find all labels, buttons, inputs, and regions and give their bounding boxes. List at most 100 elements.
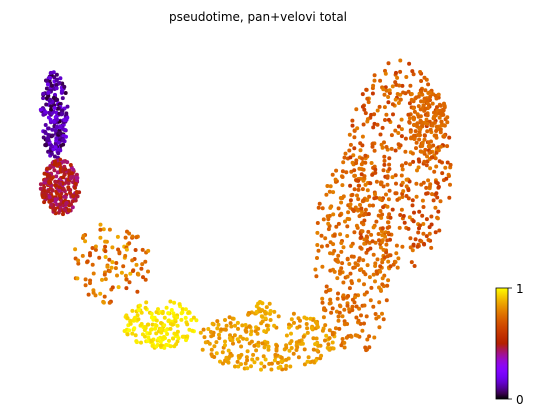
data-point [376, 232, 381, 236]
data-point [83, 277, 88, 282]
data-point [362, 282, 366, 287]
data-point [66, 185, 71, 190]
data-point [350, 297, 355, 302]
data-point [230, 316, 235, 321]
data-point [444, 176, 449, 181]
data-point [67, 168, 72, 173]
data-point [409, 260, 414, 265]
data-point [428, 94, 433, 99]
data-point [354, 223, 359, 228]
data-point [319, 233, 324, 238]
data-point [98, 235, 103, 240]
data-point [54, 86, 59, 91]
data-point [447, 135, 452, 140]
data-point [406, 226, 411, 231]
data-point [140, 332, 145, 337]
data-point [386, 278, 391, 283]
data-point [311, 336, 316, 341]
data-point [313, 342, 318, 347]
data-point [419, 79, 424, 83]
data-point [134, 235, 139, 240]
data-point [233, 323, 237, 328]
data-point [58, 131, 63, 136]
data-point [260, 301, 265, 306]
data-point [262, 364, 267, 369]
data-point [306, 355, 311, 360]
data-point [346, 210, 351, 215]
data-point [416, 104, 421, 109]
data-point [308, 316, 313, 321]
data-point [284, 357, 289, 362]
data-point [411, 72, 416, 77]
data-point [342, 155, 347, 160]
data-point [88, 251, 92, 256]
data-point [107, 257, 112, 262]
data-point [302, 315, 307, 320]
data-point [149, 315, 154, 320]
data-point [336, 259, 341, 264]
data-point [55, 117, 60, 122]
data-point [177, 302, 182, 307]
data-point [428, 150, 433, 155]
data-point [372, 121, 377, 126]
data-point [227, 336, 232, 341]
data-point [272, 358, 277, 363]
data-point [362, 321, 366, 326]
data-point [252, 360, 257, 365]
data-point [441, 123, 446, 128]
data-point [209, 347, 214, 352]
data-point [360, 134, 365, 139]
data-point [420, 198, 425, 203]
data-point [228, 321, 233, 326]
data-point [268, 309, 273, 313]
data-point [374, 269, 379, 274]
data-point [333, 326, 338, 331]
data-point [220, 350, 225, 355]
data-point [83, 239, 88, 244]
data-point [132, 326, 137, 331]
data-point [211, 333, 216, 338]
data-point [350, 192, 355, 197]
data-point [411, 242, 416, 247]
data-point [109, 265, 114, 270]
data-point [183, 315, 188, 320]
data-point [429, 139, 433, 144]
data-point [350, 308, 355, 313]
data-point [348, 202, 353, 207]
data-point [412, 264, 417, 268]
data-point [90, 262, 95, 267]
data-point [291, 351, 296, 356]
data-point [340, 314, 345, 319]
data-point [379, 142, 384, 147]
data-point [123, 253, 128, 258]
data-point [329, 310, 334, 315]
data-point [435, 195, 440, 200]
data-point [421, 222, 426, 226]
data-point [376, 213, 381, 218]
data-point [244, 329, 249, 334]
data-point [437, 111, 442, 116]
data-point [364, 314, 369, 319]
data-point [400, 244, 405, 249]
data-point [357, 256, 362, 261]
data-point [438, 199, 443, 204]
data-point [378, 264, 383, 269]
data-point [358, 202, 362, 207]
data-point [154, 344, 159, 349]
data-point [363, 211, 368, 216]
data-point [373, 240, 378, 245]
data-point [416, 157, 421, 162]
data-point [430, 192, 434, 197]
data-point [235, 337, 240, 342]
data-point [427, 225, 432, 230]
data-point [327, 347, 332, 352]
data-point [341, 245, 346, 250]
data-point [357, 183, 362, 188]
data-point [372, 112, 377, 117]
data-point [136, 272, 141, 277]
data-point [345, 322, 350, 326]
data-point [393, 148, 398, 153]
data-point [150, 343, 155, 348]
data-point [110, 285, 115, 290]
data-point [43, 110, 48, 115]
